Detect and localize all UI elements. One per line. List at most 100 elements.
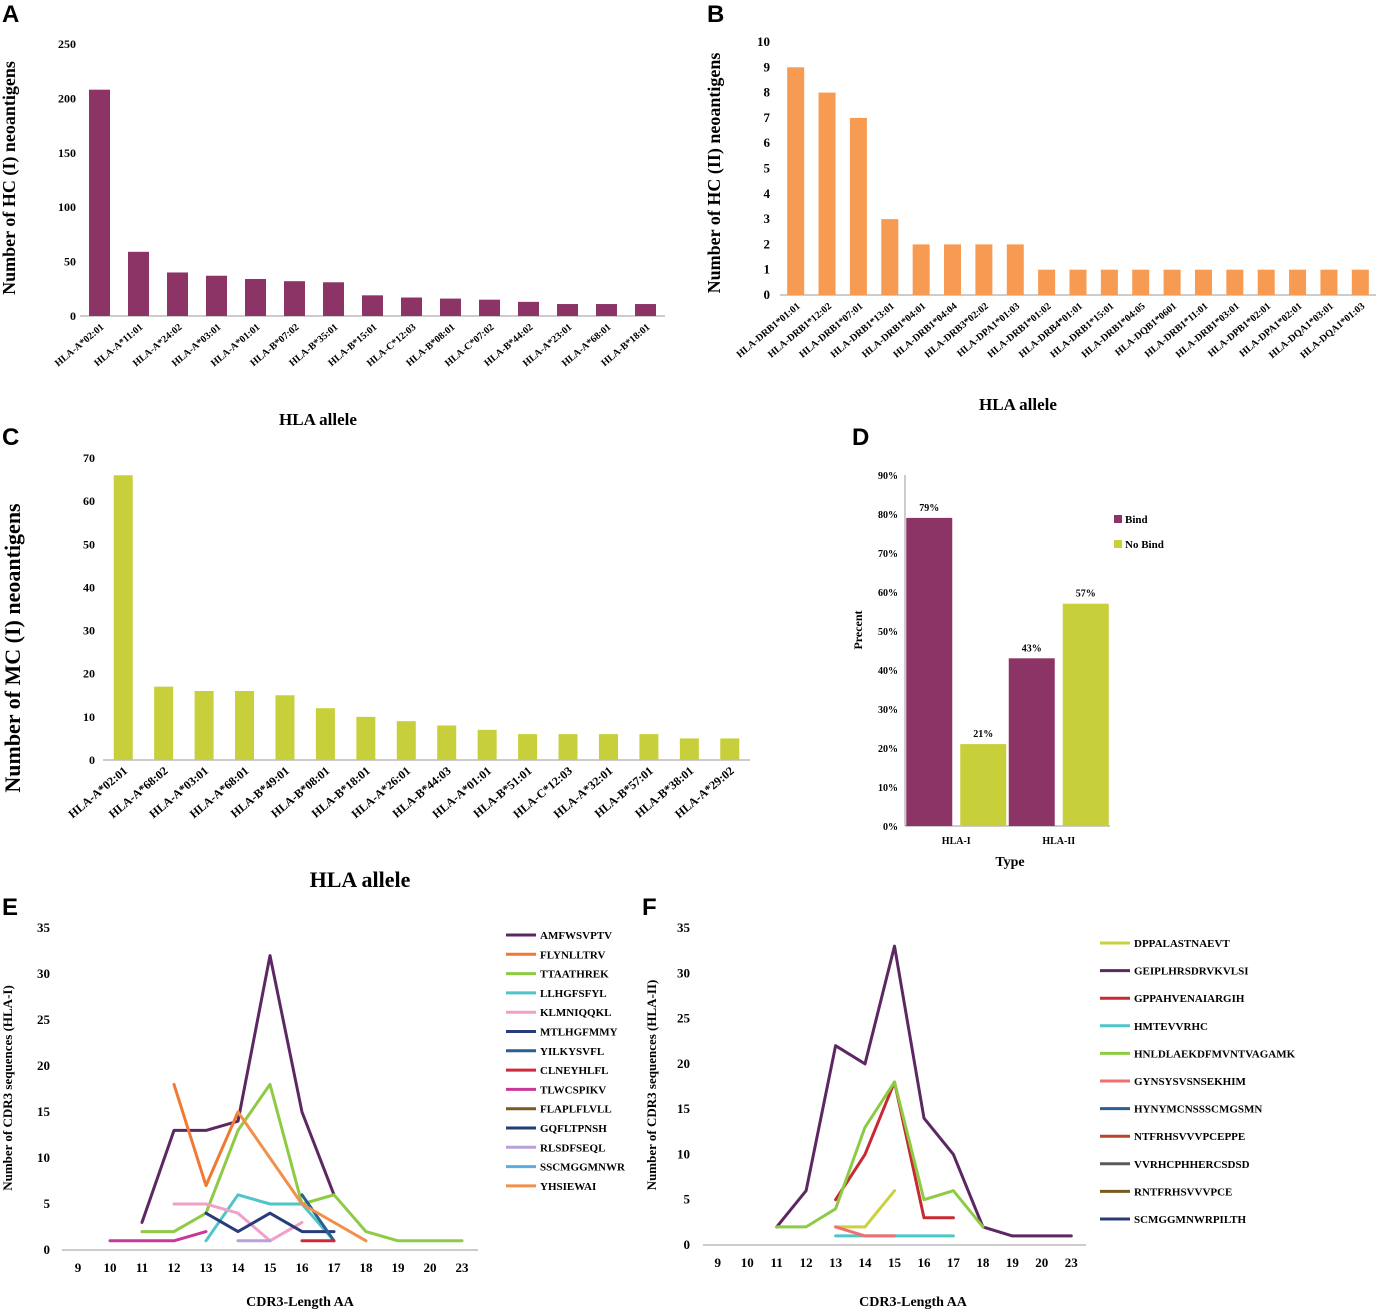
y-tick-label: 100 — [58, 200, 76, 214]
legend-label: MTLHGFMMY — [540, 1027, 618, 1039]
y-tick-label: 80% — [878, 510, 898, 521]
legend-label: VVRHCPHHERCSDSD — [1134, 1159, 1250, 1171]
y-tick-label: 50 — [64, 255, 76, 269]
x-axis-title: HLA allele — [310, 867, 411, 892]
series-line — [834, 1225, 896, 1238]
x-axis-title: CDR3-Length AA — [859, 1295, 968, 1310]
x-axis-title: CDR3-Length AA — [246, 1295, 355, 1310]
bar — [89, 89, 110, 316]
x-tick-label: 14 — [859, 1255, 873, 1270]
y-tick-label: 5 — [684, 1192, 691, 1207]
y-tick-label: 30 — [83, 624, 95, 638]
series-line — [172, 1082, 240, 1188]
x-tick-label: 23 — [456, 1260, 470, 1275]
bar — [1351, 269, 1369, 295]
bar — [518, 301, 539, 316]
bar — [720, 738, 740, 760]
y-tick-label: 5 — [44, 1196, 51, 1211]
y-tick-label: 35 — [677, 920, 691, 935]
legend-label: FLAPLFLVLL — [540, 1104, 612, 1116]
legend-label: Bind — [1125, 514, 1148, 526]
series-line — [108, 1230, 208, 1243]
x-tick-label: 13 — [829, 1255, 843, 1270]
data-label: 57% — [1076, 589, 1096, 600]
bar — [639, 734, 659, 760]
y-axis-title: Number of CDR3 sequences (HLA-I) — [0, 985, 15, 1191]
legend-label: CLNEYHLFL — [540, 1065, 608, 1077]
legend-label: RLSDFSEQL — [540, 1142, 605, 1154]
bar — [818, 92, 836, 295]
bar — [315, 708, 335, 760]
legend-swatch — [1114, 515, 1122, 523]
y-tick-label: 8 — [764, 85, 771, 100]
bar — [635, 304, 656, 316]
x-tick-label: 16 — [296, 1260, 310, 1275]
bar — [912, 244, 930, 295]
bar — [401, 297, 422, 316]
bar — [113, 475, 133, 760]
bar — [284, 281, 305, 316]
y-axis-title: Number of CDR3 sequences (HLA-II) — [644, 980, 659, 1191]
panel-letter-f: F — [642, 894, 657, 921]
bar — [787, 67, 805, 295]
legend-label: HMTEVVRHC — [1134, 1021, 1208, 1033]
y-tick-label: 30 — [677, 965, 690, 980]
x-tick-label: 17 — [947, 1255, 961, 1270]
y-tick-label: 7 — [764, 110, 771, 125]
y-tick-label: 150 — [58, 146, 76, 160]
series-line — [834, 1189, 896, 1229]
y-tick-label: 60% — [878, 588, 898, 599]
legend-label: HYNYMCNSSSCMGSMN — [1134, 1104, 1262, 1116]
bar — [323, 282, 344, 316]
y-tick-label: 2 — [764, 236, 771, 251]
series-line — [775, 944, 1073, 1238]
y-tick-label: 10 — [677, 1146, 690, 1161]
y-tick-label: 0 — [684, 1237, 691, 1252]
x-tick-label: 10 — [741, 1255, 754, 1270]
x-tick-label: 20 — [424, 1260, 437, 1275]
legend-label: LLHGFSFYL — [540, 988, 607, 1000]
x-tick-label: 10 — [104, 1260, 117, 1275]
y-tick-label: 25 — [677, 1011, 691, 1026]
bar-no-bind — [1062, 603, 1109, 826]
y-tick-label: 4 — [764, 186, 771, 201]
data-label: 79% — [919, 503, 939, 514]
bar — [167, 272, 188, 316]
panel-letter-a: A — [2, 1, 19, 28]
bar — [1320, 269, 1338, 295]
legend-label: YHSIEWAI — [540, 1181, 596, 1193]
chart-panel-b: B 0 1 2 3 4 5 6 7 8 9 10 Number of HC (II) neoantige… — [704, 1, 1376, 414]
y-tick-label: 10 — [37, 1150, 50, 1165]
bar — [479, 299, 500, 316]
bar — [679, 738, 699, 760]
x-tick-label: 18 — [360, 1260, 374, 1275]
bar — [356, 716, 376, 760]
bar — [849, 117, 867, 296]
legend-label: DPPALASTNAEVT — [1134, 938, 1230, 950]
bar — [598, 734, 618, 760]
legend-label: NTFRHSVVVPCEPPE — [1134, 1131, 1245, 1143]
y-tick-label: 20% — [878, 744, 898, 755]
y-axis-title: Number of HC (II) neoantigens — [704, 53, 725, 294]
bar — [1257, 269, 1275, 295]
x-tick-label: 11 — [136, 1260, 148, 1275]
legend-label: GEIPLHRSDRVKVLSI — [1134, 966, 1249, 978]
y-tick-label: 50 — [83, 537, 95, 551]
series-line — [775, 1080, 985, 1229]
chart-panel-c: C 0 10 20 30 40 50 60 70 Number of MC (I) neoanti… — [0, 424, 750, 892]
bar — [1226, 269, 1244, 295]
x-tick-label: 18 — [976, 1255, 990, 1270]
y-tick-label: 0 — [70, 309, 76, 323]
panel-letter-e: E — [2, 894, 18, 921]
chart-panel-e: E 0 5 10 15 20 25 30 35 Number of CDR3 sequences … — [0, 894, 626, 1310]
legend-label: YILKYSVFL — [540, 1046, 604, 1058]
x-tick-label: 15 — [264, 1260, 278, 1275]
data-label: 43% — [1022, 643, 1042, 654]
bar — [1038, 269, 1056, 295]
chart-panel-a: A 0 50 100 150 200 250 Number of HC (I) neoanti… — [0, 1, 665, 429]
bar — [518, 734, 538, 760]
bar — [1163, 269, 1181, 295]
y-tick-label: 70 — [83, 451, 95, 465]
bar — [194, 690, 214, 760]
bar — [235, 690, 255, 760]
